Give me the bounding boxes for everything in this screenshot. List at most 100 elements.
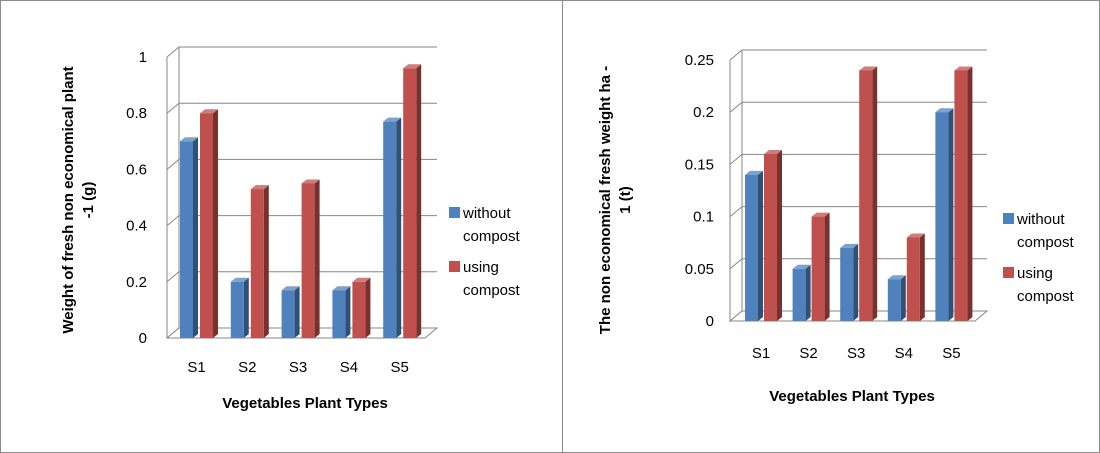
- bar-top: [906, 233, 925, 238]
- bar-top: [352, 277, 371, 282]
- bar-s2-without-compost: [792, 264, 811, 321]
- bar-front: [745, 174, 758, 321]
- bar-top: [403, 64, 422, 69]
- bar-side: [193, 137, 198, 338]
- bar-front: [906, 237, 920, 321]
- bar-s2-without-compost: [230, 277, 249, 338]
- bar-side: [345, 286, 351, 338]
- bar-top: [887, 275, 906, 280]
- bar-s3-without-compost: [281, 286, 300, 338]
- gridline-diagonal: [166, 271, 180, 283]
- bar-front: [352, 281, 366, 338]
- bar-s3-without-compost: [840, 243, 859, 321]
- y-tick-label: 0: [139, 330, 147, 347]
- y-tick-label: 0: [706, 313, 714, 330]
- bar-side: [919, 233, 925, 321]
- bar-side: [294, 286, 300, 338]
- x-tick-label: S5: [942, 345, 960, 362]
- legend-swatch-using-compost: [449, 261, 460, 272]
- bar-s5-without-compost: [383, 117, 402, 338]
- bar-top: [250, 185, 269, 190]
- x-tick-label: S5: [391, 359, 409, 376]
- bar-side: [948, 108, 954, 321]
- bar-top: [859, 66, 878, 71]
- bar-top: [792, 264, 811, 269]
- bar-front: [764, 153, 777, 321]
- x-axis-title: Vegetables Plant Types: [769, 388, 935, 405]
- bar-s1-without-compost: [180, 137, 198, 338]
- x-tick-label: S1: [187, 359, 205, 376]
- bar-top: [301, 179, 320, 184]
- bar-front: [811, 216, 825, 321]
- y-tick-label: 0.2: [693, 104, 714, 121]
- bar-side: [263, 185, 269, 338]
- bar-top: [954, 66, 973, 71]
- bar-s5-using-compost: [954, 66, 973, 321]
- bar-top: [230, 277, 249, 282]
- gridline-diagonal: [729, 101, 743, 113]
- legend-label-without-compost-line-1: without: [1016, 211, 1065, 228]
- legend: without compost using compost: [1003, 211, 1075, 305]
- bar-s3-using-compost: [301, 179, 320, 338]
- bar-s1-using-compost: [764, 149, 782, 321]
- bar-s5-using-compost: [403, 64, 422, 339]
- bar-top: [764, 149, 782, 154]
- gridline-diagonal: [729, 206, 743, 217]
- bar-side: [758, 170, 763, 321]
- bar-s1-using-compost: [200, 109, 218, 338]
- x-axis-title: Vegetables Plant Types: [222, 395, 388, 412]
- bar-front: [250, 189, 264, 338]
- bar-side: [900, 275, 906, 321]
- bar-s5-without-compost: [935, 108, 954, 321]
- x-tick-label: S4: [340, 359, 358, 376]
- bar-top: [180, 137, 198, 142]
- y-tick-label: 0.8: [126, 105, 147, 122]
- bar-s1-without-compost: [745, 170, 763, 321]
- bar-front: [935, 112, 949, 321]
- legend-label-using-compost-line-2: compost: [463, 282, 521, 299]
- bar-front: [840, 247, 854, 321]
- y-tick-label: 0.1: [693, 209, 714, 226]
- legend-label-using-compost-line-1: using: [463, 259, 499, 276]
- chart-left: 0 0.2 0.4 0.6 0.8 1 S1 S2 S3 S4 S5 Weight of fres…: [60, 46, 521, 412]
- chart-right: 0 0.05 0.1 0.15 0.2 0.25 S1 S2 S3 S4 S5 The non e…: [597, 49, 1075, 405]
- bar-top: [840, 243, 859, 248]
- x-tick-label: S2: [238, 359, 256, 376]
- y-tick-label: 0.25: [685, 52, 714, 69]
- gridline-diagonal: [166, 46, 180, 58]
- legend-label-without-compost-line-2: compost: [463, 228, 521, 245]
- gridline-diagonal: [166, 215, 180, 226]
- bar-top: [200, 109, 218, 114]
- gridline-diagonal: [166, 102, 180, 114]
- bar-front: [383, 121, 397, 338]
- bar-front: [887, 279, 901, 321]
- bar-side: [777, 149, 782, 321]
- bar-side: [314, 179, 320, 338]
- legend-swatch-using-compost: [1003, 267, 1014, 278]
- bar-front: [301, 183, 315, 338]
- bar-side: [396, 117, 402, 338]
- bar-front: [332, 290, 346, 338]
- bar-top: [281, 286, 300, 291]
- bar-side: [416, 64, 422, 339]
- y-tick-label: 0.15: [685, 156, 714, 173]
- bar-side: [213, 109, 218, 338]
- bar-side: [967, 66, 973, 321]
- bar-side: [243, 277, 249, 338]
- bar-front: [200, 113, 213, 338]
- bar-front: [281, 290, 295, 338]
- bar-side: [872, 66, 878, 321]
- y-tick-label: 0.2: [126, 274, 147, 291]
- gridline-diagonal: [729, 154, 743, 165]
- y-axis-title-line-2: -1 (g): [80, 182, 97, 219]
- y-axis-title-line-1: The non economical fresh weight ha -: [597, 66, 614, 334]
- bar-s3-using-compost: [859, 66, 878, 321]
- bar-s2-using-compost: [250, 185, 269, 338]
- legend-swatch-without-compost: [1003, 213, 1014, 224]
- bar-s4-using-compost: [906, 233, 925, 321]
- bar-s4-without-compost: [332, 286, 351, 338]
- bar-top: [383, 117, 402, 122]
